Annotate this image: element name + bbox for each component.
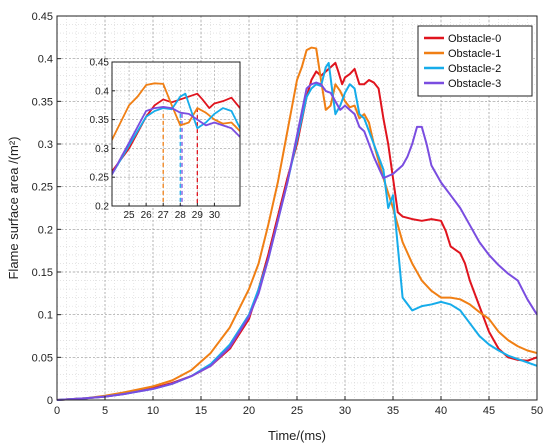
inset-frame (111, 61, 241, 207)
x-tick-label: 15 (195, 405, 207, 417)
x-tick-label: 50 (531, 405, 543, 417)
inset-series-line-obstacle-1 (112, 82, 240, 142)
inset-series-line-obstacle-3 (112, 106, 240, 176)
inset-y-tick-label: 0.3 (95, 144, 109, 155)
inset-x-tick-label: 28 (175, 210, 187, 221)
legend-label: Obstacle-3 (448, 78, 501, 90)
series-line-obstacle-3 (56, 81, 538, 401)
y-tick-label: 0.05 (32, 352, 53, 364)
main-series-group (56, 46, 538, 401)
inset-series-group (112, 82, 240, 176)
y-axis-title: Flame surface area /(m²) (6, 136, 21, 279)
legend-label: Obstacle-1 (448, 48, 501, 60)
inset-x-tick-label: 30 (209, 210, 221, 221)
y-tick-label: 0.4 (38, 54, 53, 66)
x-tick-label: 35 (387, 405, 399, 417)
inset-ticks: 25 26 27 28 29 30 0.2 0.25 0.3 0.35 0.4 0.45 (90, 58, 221, 222)
inset-x-tick-label: 25 (124, 210, 136, 221)
x-tick-label: 0 (54, 405, 60, 417)
main-grid (56, 15, 538, 401)
legend-label: Obstacle-2 (448, 63, 501, 75)
inset-zoom-plot: 25 26 27 28 29 30 0.2 0.25 0.3 0.35 0.4 0.45 (90, 58, 241, 222)
y-tick-label: 0.45 (32, 11, 53, 23)
y-tick-label: 0 (47, 395, 53, 407)
inset-y-tick-label: 0.35 (90, 115, 110, 126)
x-tick-label: 40 (435, 405, 447, 417)
series-line-obstacle-2 (56, 61, 538, 401)
inset-series-line-obstacle-2 (112, 92, 240, 176)
legend-items: Obstacle-0 Obstacle-1 Obstacle-2 Obstacle-3 (424, 33, 501, 90)
y-tick-label: 0.2 (38, 224, 53, 236)
x-tick-label: 30 (339, 405, 351, 417)
inset-x-tick-label: 27 (158, 210, 170, 221)
legend-label: Obstacle-0 (448, 33, 501, 45)
inset-peak-markers (162, 108, 198, 206)
series-line-obstacle-1 (56, 46, 538, 401)
y-tick-label: 0.15 (32, 267, 53, 279)
inset-x-tick-label: 26 (141, 210, 153, 221)
x-axis-title: Time/(ms) (268, 428, 326, 443)
x-tick-label: 5 (102, 405, 108, 417)
y-tick-label: 0.25 (32, 182, 53, 194)
inset-y-tick-label: 0.2 (95, 202, 109, 213)
inset-y-tick-label: 0.45 (90, 58, 110, 69)
inset-x-tick-label: 29 (192, 210, 204, 221)
inset-y-tick-label: 0.25 (90, 173, 110, 184)
x-tick-label: 25 (291, 405, 303, 417)
inset-y-tick-label: 0.4 (95, 86, 109, 97)
y-tick-label: 0.1 (38, 310, 53, 322)
inset-series-line-obstacle-0 (112, 92, 240, 174)
series-line-obstacle-0 (56, 61, 538, 401)
y-tick-label: 0.3 (38, 139, 53, 151)
main-ticks: 0 5 10 15 20 25 30 35 40 45 50 0 0.05 0.1 0.15 0.2 0.25 0… (32, 11, 544, 417)
x-tick-label: 20 (243, 405, 255, 417)
x-tick-label: 45 (483, 405, 495, 417)
y-tick-label: 0.35 (32, 96, 53, 108)
x-tick-label: 10 (147, 405, 159, 417)
legend: Obstacle-0 Obstacle-1 Obstacle-2 Obstacle-3 (417, 25, 533, 97)
